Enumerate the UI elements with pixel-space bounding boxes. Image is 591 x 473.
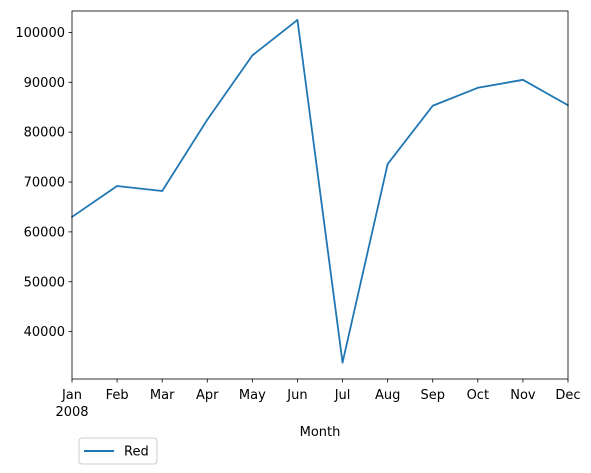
- data-point: [476, 86, 479, 89]
- data-point: [206, 118, 209, 121]
- y-axis-ticks: 40000 50000 60000 70000 80000 90000 100000: [15, 26, 72, 340]
- x-tick-label: Feb: [106, 388, 129, 403]
- x-tick-label: Apr: [196, 388, 219, 403]
- x-tick-label: Nov: [510, 388, 536, 403]
- series-lines: [71, 19, 569, 364]
- x-year-label: 2008: [55, 405, 88, 420]
- data-point: [341, 361, 344, 364]
- x-tick-label: Sep: [420, 388, 445, 403]
- x-tick-label: Jun: [286, 388, 307, 403]
- plot-frame: [71, 10, 569, 380]
- x-tick-label: May: [239, 388, 266, 403]
- x-axis-label: Month: [300, 425, 341, 440]
- data-point: [116, 185, 118, 187]
- y-tick-label: 90000: [24, 76, 65, 91]
- data-point: [431, 104, 434, 107]
- data-point: [296, 19, 299, 21]
- data-point: [522, 78, 524, 81]
- legend: Red: [78, 437, 158, 465]
- x-tick-label: Oct: [467, 388, 489, 403]
- y-tick-label: 60000: [24, 225, 65, 240]
- legend-entry: Red: [124, 445, 149, 460]
- data-point: [161, 190, 164, 192]
- y-tick-label: 40000: [24, 325, 65, 340]
- x-tick-label: Dec: [555, 388, 580, 403]
- x-tick-label: Jan: [61, 388, 82, 403]
- legend-box: [78, 437, 158, 465]
- y-tick-label: 70000: [24, 176, 65, 191]
- data-point: [251, 54, 254, 57]
- y-tick-label: 50000: [24, 275, 65, 290]
- y-tick-label: 100000: [15, 26, 65, 41]
- x-tick-label: Aug: [375, 388, 400, 403]
- data-point: [386, 163, 389, 165]
- x-tick-label: Mar: [150, 388, 175, 403]
- x-axis-ticks: Jan Feb Mar Apr May Jun Jul Aug Sep Oct Nov Dec: [61, 379, 581, 403]
- series-line: [71, 19, 569, 364]
- x-tick-label: Jul: [334, 388, 351, 403]
- y-tick-label: 80000: [24, 126, 65, 141]
